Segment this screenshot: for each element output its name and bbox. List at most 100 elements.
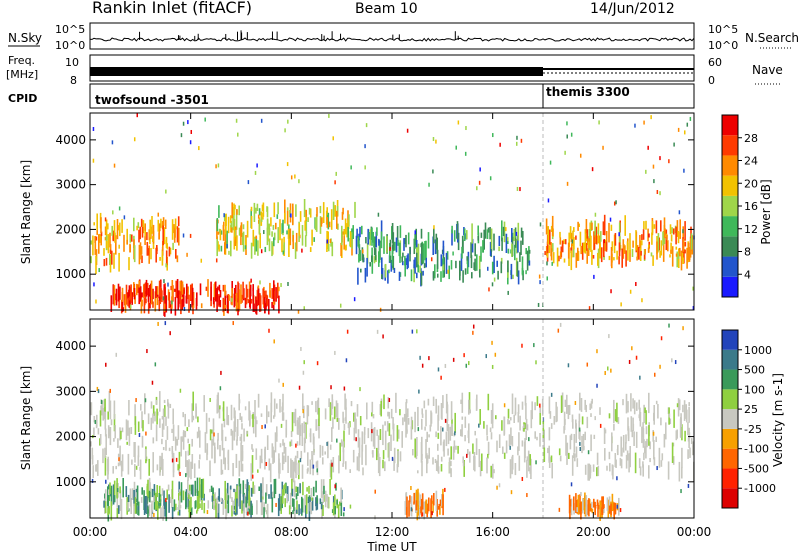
heatmap-cell xyxy=(139,242,142,255)
heatmap-cell xyxy=(530,410,533,429)
heatmap-cell xyxy=(290,175,293,180)
heatmap-cell xyxy=(92,235,94,256)
heatmap-cell xyxy=(671,227,673,234)
heatmap-cell xyxy=(539,222,542,227)
heatmap-cell xyxy=(608,413,611,419)
heatmap-cell xyxy=(250,242,253,259)
heatmap-cell xyxy=(339,303,342,308)
heatmap-cell xyxy=(480,232,483,238)
heatmap-cell xyxy=(380,400,382,417)
heatmap-cell xyxy=(384,430,387,451)
heatmap-cell xyxy=(675,430,678,441)
heatmap-cell xyxy=(635,230,637,251)
heatmap-cell xyxy=(232,216,234,231)
heatmap-cell xyxy=(422,245,424,263)
heatmap-cell xyxy=(358,254,360,263)
heatmap-cell xyxy=(129,488,132,507)
heatmap-cell xyxy=(477,236,479,241)
heatmap-cell xyxy=(652,430,654,442)
heatmap-cell xyxy=(158,296,161,301)
heatmap-cell xyxy=(280,423,283,428)
heatmap-cell xyxy=(210,429,213,434)
heatmap-cell xyxy=(231,497,233,502)
heatmap-cell xyxy=(261,425,263,430)
heatmap-cell xyxy=(131,488,134,500)
heatmap-cell xyxy=(678,461,681,482)
heatmap-cell xyxy=(350,165,352,170)
heatmap-cell xyxy=(161,221,164,230)
heatmap-cell xyxy=(91,478,94,483)
heatmap-cell xyxy=(284,447,287,463)
heatmap-cell xyxy=(525,430,527,440)
heatmap-cell xyxy=(378,457,381,477)
heatmap-cell xyxy=(648,233,650,238)
heatmap-cell xyxy=(407,417,410,425)
heatmap-cell xyxy=(455,445,457,450)
heatmap-cell xyxy=(305,216,307,221)
cpid-segment-1: twofsound -3501 xyxy=(95,93,209,107)
heatmap-cell xyxy=(322,491,324,504)
heatmap-cell xyxy=(130,499,132,514)
heatmap-cell xyxy=(334,350,336,355)
heatmap-cell xyxy=(329,462,332,478)
heatmap-cell xyxy=(144,223,146,231)
heatmap-cell xyxy=(302,370,305,375)
heatmap-cell xyxy=(586,248,588,264)
heatmap-cell xyxy=(464,268,467,275)
heatmap-cell xyxy=(509,459,512,479)
heatmap-cell xyxy=(195,403,197,419)
heatmap-cell xyxy=(380,231,383,249)
noise-panel: N.Sky 10^5 10^0 10^5 10^0 N.Search xyxy=(8,22,799,52)
heatmap-cell xyxy=(442,395,444,409)
heatmap-cell xyxy=(239,483,242,494)
colorbar-tick-label: 16 xyxy=(744,200,758,213)
heatmap-cell xyxy=(109,400,112,420)
heatmap-cell xyxy=(602,221,605,235)
heatmap-cell xyxy=(146,232,148,241)
heatmap-cell xyxy=(229,486,232,499)
heatmap-cell xyxy=(107,486,109,506)
heatmap-cell xyxy=(503,452,506,459)
heatmap-cell xyxy=(415,228,417,246)
heatmap-cell xyxy=(493,469,495,474)
heatmap-cell xyxy=(117,438,119,448)
heatmap-cell xyxy=(162,217,165,226)
heatmap-cell xyxy=(93,416,96,423)
heatmap-cell xyxy=(279,399,281,413)
heatmap-cell xyxy=(137,455,140,466)
heatmap-cell xyxy=(96,386,99,391)
heatmap-cell xyxy=(618,242,621,257)
heatmap-cell xyxy=(652,431,655,436)
heatmap-cell xyxy=(149,237,151,244)
heatmap-cell xyxy=(392,255,395,270)
heatmap-cell xyxy=(179,294,181,299)
heatmap-cell xyxy=(450,446,452,460)
heatmap-cell xyxy=(260,249,263,254)
heatmap-cell xyxy=(244,406,247,411)
heatmap-cell xyxy=(564,239,567,245)
heatmap-cell xyxy=(420,228,423,239)
heatmap-cell xyxy=(404,238,406,245)
heatmap-cell xyxy=(421,413,424,418)
heatmap-cell xyxy=(579,231,582,247)
heatmap-cell xyxy=(457,120,460,125)
heatmap-cell xyxy=(214,505,216,509)
heatmap-cell xyxy=(667,240,669,252)
heatmap-cell xyxy=(358,244,361,255)
heatmap-cell xyxy=(110,501,113,521)
heatmap-cell xyxy=(196,496,199,512)
heatmap-cell xyxy=(263,230,265,235)
heatmap-cell xyxy=(561,392,564,412)
heatmap-cell xyxy=(175,503,177,511)
heatmap-cell xyxy=(516,186,519,191)
heatmap-cell xyxy=(622,436,625,453)
heatmap-cell xyxy=(606,497,609,511)
heatmap-cell xyxy=(596,499,599,506)
heatmap-cell xyxy=(146,242,149,256)
heatmap-cell xyxy=(611,493,614,512)
heatmap-cell xyxy=(252,414,254,427)
heatmap-cell xyxy=(517,446,519,456)
heatmap-cell xyxy=(233,505,236,510)
heatmap-cell xyxy=(513,414,515,423)
heatmap-cell xyxy=(232,321,234,326)
